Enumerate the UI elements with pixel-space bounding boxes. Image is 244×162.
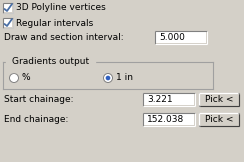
- FancyBboxPatch shape: [4, 4, 12, 12]
- Text: End chainage:: End chainage:: [4, 116, 68, 125]
- Text: Pick <: Pick <: [205, 115, 233, 124]
- Text: 1 in: 1 in: [116, 74, 133, 82]
- Text: Gradients output: Gradients output: [12, 58, 89, 66]
- Text: %: %: [22, 74, 31, 82]
- Circle shape: [103, 74, 112, 82]
- FancyBboxPatch shape: [4, 19, 12, 27]
- Text: 5.000: 5.000: [159, 33, 185, 42]
- Text: 3D Polyline vertices: 3D Polyline vertices: [16, 4, 106, 12]
- Text: 3.221: 3.221: [147, 95, 173, 104]
- FancyBboxPatch shape: [199, 93, 239, 106]
- Circle shape: [106, 76, 110, 80]
- Text: Regular intervals: Regular intervals: [16, 18, 93, 28]
- FancyBboxPatch shape: [156, 32, 206, 43]
- Text: Start chainage:: Start chainage:: [4, 96, 73, 104]
- FancyBboxPatch shape: [144, 94, 194, 105]
- FancyBboxPatch shape: [144, 114, 194, 125]
- Text: 152.038: 152.038: [147, 115, 184, 124]
- Circle shape: [10, 74, 19, 82]
- FancyBboxPatch shape: [199, 113, 239, 126]
- Text: Draw and section interval:: Draw and section interval:: [4, 34, 124, 42]
- Text: Pick <: Pick <: [205, 95, 233, 104]
